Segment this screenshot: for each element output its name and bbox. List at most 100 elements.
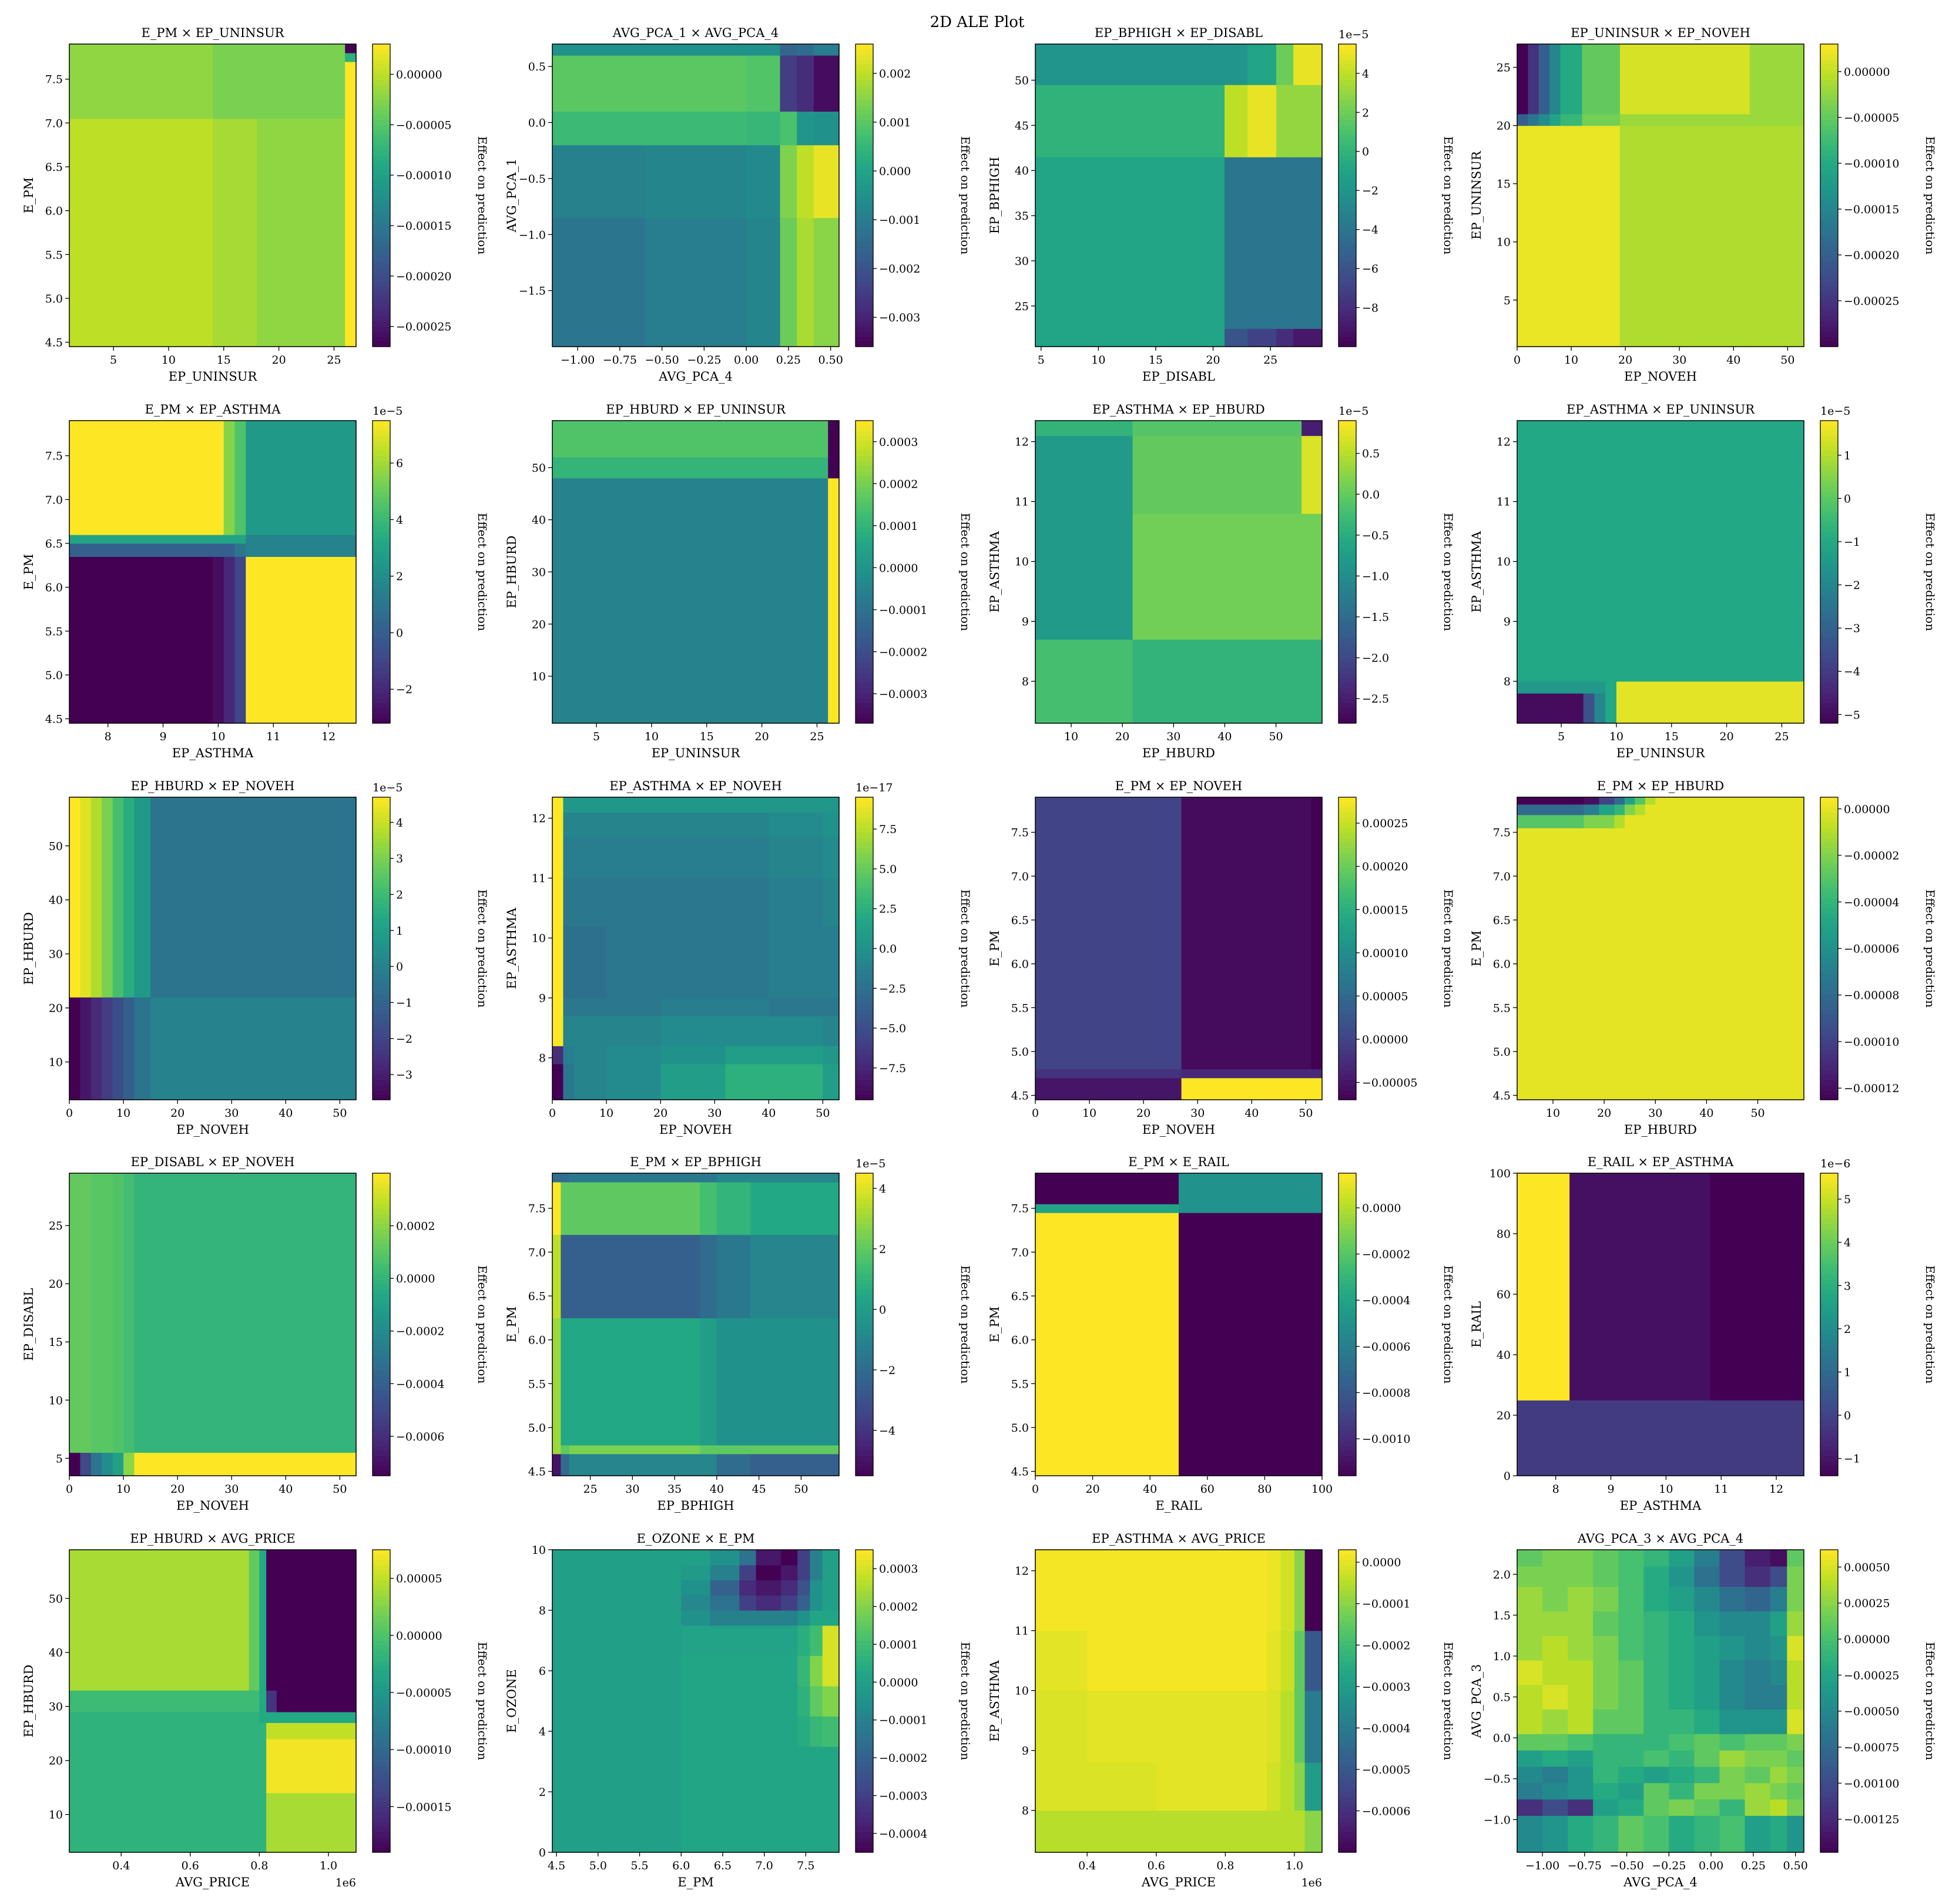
heatmap-cell — [1694, 1709, 1720, 1734]
colorbar-band — [1339, 445, 1356, 452]
heatmap-cell — [746, 145, 781, 219]
colorbar-band — [856, 1640, 873, 1646]
colorbar-band — [1820, 1390, 1838, 1396]
colorbar-band — [856, 989, 873, 995]
colorbar-band — [373, 1590, 390, 1596]
colorbar-band — [856, 693, 873, 699]
colorbar-band — [1820, 993, 1838, 999]
colorbar-band — [1339, 562, 1356, 567]
x-tick-label: 50 — [1780, 354, 1794, 367]
heatmap-cell — [552, 1181, 561, 1235]
heatmap-cell — [80, 997, 92, 1100]
y-tick-label: 10 — [532, 670, 546, 683]
heatmap-cell — [1517, 814, 1564, 828]
colorbar-band — [1339, 266, 1356, 271]
colorbar-band — [856, 140, 873, 146]
colorbar-band — [373, 215, 390, 221]
colorbar-band — [856, 1554, 873, 1560]
colorbar-label: Effect on prediction — [475, 889, 489, 1008]
y-tick-label: 45 — [1015, 119, 1029, 132]
colorbar-band — [856, 703, 873, 708]
colorbar-band — [1820, 1470, 1838, 1476]
colorbar-band — [856, 1781, 873, 1788]
colorbar-band — [1339, 1842, 1356, 1848]
colorbar-band — [373, 89, 390, 95]
y-tick-label: 4 — [539, 1725, 546, 1738]
colorbar-band — [1820, 562, 1838, 567]
colorbar-band — [1339, 983, 1356, 989]
colorbar-band — [373, 1218, 390, 1224]
heatmap-cell — [1710, 1173, 1804, 1401]
colorbar-band — [373, 968, 390, 975]
colorbar-band — [1820, 1842, 1838, 1848]
colorbar-frame — [372, 797, 391, 1100]
colorbar-band — [1339, 160, 1356, 166]
heatmap-cell — [1035, 421, 1051, 436]
colorbar-band — [373, 286, 390, 292]
heatmap-cell — [1719, 1611, 1746, 1636]
colorbar-band — [856, 461, 873, 466]
heatmap-cell — [1035, 328, 1225, 347]
colorbar-band — [1820, 1675, 1838, 1681]
x-tick-label: 8 — [1552, 1483, 1559, 1496]
heatmap-cell — [1719, 1660, 1746, 1685]
y-tick-label: 11 — [532, 872, 546, 885]
heatmap-cells — [69, 1550, 357, 1853]
colorbar-band — [1339, 542, 1356, 548]
heatmap-cell — [80, 797, 92, 998]
colorbar-band — [1820, 79, 1838, 85]
colorbar-tick-label: 0.002 — [879, 68, 911, 80]
colorbar-band — [1820, 1580, 1838, 1586]
heatmap-cell — [1770, 1586, 1787, 1611]
heatmap-cell — [1745, 1709, 1771, 1734]
y-tick-label: 12 — [1497, 436, 1511, 449]
colorbar-band — [373, 1324, 390, 1330]
colorbar-band — [373, 797, 390, 803]
colorbar-band — [856, 1375, 873, 1381]
heatmap-cell — [1645, 804, 1656, 815]
heatmap-cell — [797, 1564, 811, 1581]
y-tick-label: 10 — [1015, 1685, 1029, 1698]
heatmap-cells — [1517, 1550, 1804, 1853]
colorbar-band — [1820, 677, 1838, 683]
colorbar-band — [1820, 536, 1838, 542]
y-tick-label: 7.0 — [45, 493, 63, 506]
heatmap-cell — [223, 556, 236, 724]
colorbar-tick-label: −0.0002 — [396, 1325, 444, 1338]
y-tick-label: 0.0 — [1493, 1732, 1511, 1745]
heatmap-cell — [134, 1452, 151, 1476]
heatmap-cell — [810, 1580, 823, 1596]
colorbar-band — [1339, 466, 1356, 472]
colorbar-band — [373, 1610, 390, 1616]
y-tick-label: 80 — [1497, 1228, 1511, 1241]
colorbar-band — [373, 923, 390, 929]
heatmap-cell — [1225, 85, 1248, 157]
colorbar-label: Effect on prediction — [475, 1265, 489, 1384]
colorbar-band — [1820, 1585, 1838, 1591]
colorbar-band — [1339, 612, 1356, 618]
x-axis-label: AVG_PCA_4 — [658, 370, 733, 384]
colorbar-band — [856, 256, 873, 261]
colorbar-band — [373, 698, 390, 704]
heatmap-cell — [739, 1610, 757, 1626]
heatmap-cell — [1517, 1586, 1543, 1611]
colorbar-band — [1820, 1334, 1838, 1340]
heatmap-cell — [797, 1625, 811, 1656]
x-tick-label: 50 — [816, 1107, 830, 1120]
colorbar-band — [373, 1314, 390, 1320]
colorbar-band — [1820, 1761, 1838, 1767]
heatmap-cell — [552, 1746, 682, 1853]
colorbar-band — [1339, 1238, 1356, 1244]
heatmap-cell — [1293, 44, 1323, 85]
colorbar-band — [856, 542, 873, 548]
heatmap-cell — [780, 1746, 798, 1853]
colorbar-band — [373, 1816, 390, 1823]
colorbar-band — [1820, 170, 1838, 176]
colorbar-band — [373, 898, 390, 904]
colorbar-band — [1339, 170, 1356, 176]
colorbar-band — [373, 999, 390, 1005]
colorbar-band — [373, 1349, 390, 1355]
heatmap-cell — [813, 44, 840, 56]
colorbar-band — [856, 1574, 873, 1581]
